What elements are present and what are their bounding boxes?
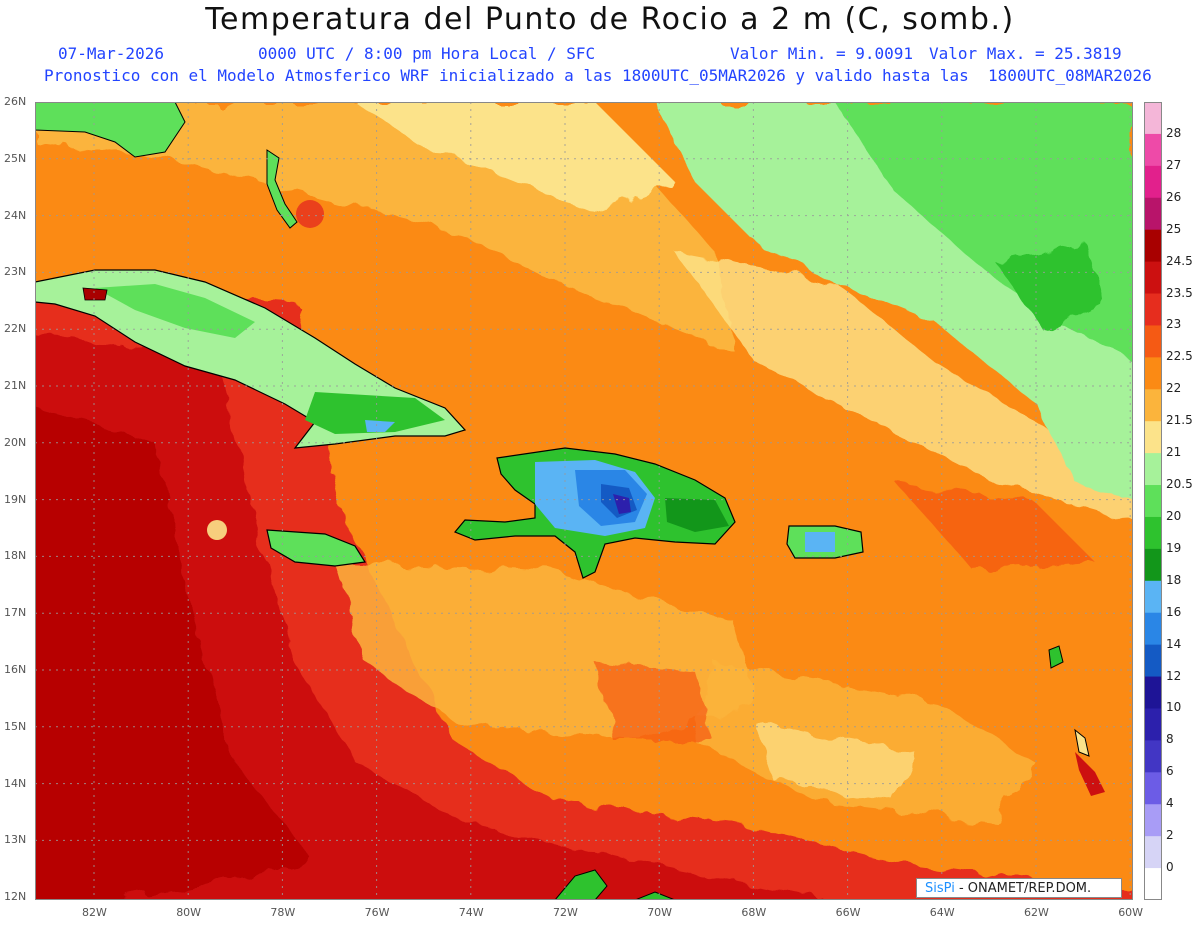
lon-tick-label: 72W [553, 906, 578, 919]
colorbar-tick-label: 8 [1166, 732, 1174, 747]
colorbar-tick-label: 22.5 [1166, 349, 1193, 364]
colorbar-tick-label: 23 [1166, 317, 1182, 332]
colorbar-segment [1144, 261, 1162, 295]
colorbar-tick-label: 12 [1166, 668, 1182, 683]
lat-tick-label: 23N [4, 265, 27, 279]
colorbar-segment [1144, 325, 1162, 358]
lat-tick-label: 19N [4, 492, 27, 506]
colorbar-segment [1144, 772, 1162, 805]
sispi-logo: SisPi [925, 881, 955, 896]
colorbar-tick-label: 28 [1166, 125, 1182, 140]
colorbar-segment [1144, 580, 1162, 614]
lon-tick-label: 80W [176, 906, 202, 919]
colorbar-segment [1144, 293, 1162, 326]
colorbar-border [1144, 102, 1162, 900]
colorbar-segment [1144, 804, 1162, 837]
lon-tick-label: 62W [1024, 906, 1049, 919]
colorbar-segment [1144, 676, 1162, 709]
colorbar-tick-label: 16 [1166, 604, 1182, 619]
lon-tick-label: 66W [835, 906, 861, 919]
colorbar [1144, 102, 1162, 900]
colorbar-segment [1144, 102, 1162, 135]
colorbar-tick-label: 25 [1166, 221, 1182, 236]
colorbar-segment [1144, 644, 1162, 678]
colorbar-segment [1144, 868, 1162, 900]
colorbar-segment [1144, 421, 1162, 454]
colorbar-tick-label: 21.5 [1166, 413, 1193, 428]
colorbar-segment [1144, 708, 1162, 741]
lat-tick-label: 12N [4, 890, 27, 904]
colorbar-tick-label: 20.5 [1166, 477, 1193, 492]
lat-tick-label: 21N [4, 379, 27, 392]
lat-tick-label: 20N [4, 435, 27, 449]
colorbar-tick-label: 4 [1166, 796, 1174, 811]
max-value: Valor Max. = 25.3819 [929, 44, 1122, 63]
colorbar-tick-label: 24.5 [1166, 253, 1193, 268]
colorbar-tick-label: 10 [1166, 700, 1182, 715]
colorbar-tick-label: 0 [1166, 860, 1174, 875]
lat-tick-label: 18N [4, 549, 27, 563]
credit-box: SisPi - ONAMET/REP.DOM. [916, 878, 1122, 898]
colorbar-tick-label: 6 [1166, 764, 1174, 779]
colorbar-tick-label: 26 [1166, 189, 1182, 204]
forecast-time: 0000 UTC / 8:00 pm Hora Local / SFC [258, 44, 596, 63]
colorbar-segment [1144, 133, 1162, 167]
lon-tick-label: 82W [82, 906, 107, 919]
colorbar-segment [1144, 389, 1162, 422]
colorbar-segment [1144, 548, 1162, 582]
colorbar-tick-label: 27 [1166, 157, 1182, 172]
colorbar-tick-label: 18 [1166, 572, 1182, 587]
colorbar-segment [1144, 165, 1162, 199]
lat-tick-label: 16N [4, 663, 27, 676]
min-value: Valor Min. = 9.0091 [730, 44, 914, 63]
lat-tick-label: 14N [4, 776, 27, 790]
colorbar-segment [1144, 229, 1162, 263]
colorbar-segment [1144, 485, 1162, 518]
lon-tick-label: 70W [647, 906, 673, 919]
lat-tick-label: 24N [4, 208, 27, 222]
model-info: Pronostico con el Modelo Atmosferico WRF… [44, 66, 1152, 85]
colorbar-tick-label: 22 [1166, 381, 1182, 396]
lat-tick-label: 13N [4, 833, 27, 847]
lon-tick-label: 76W [364, 906, 390, 919]
colorbar-tick-label: 20 [1166, 508, 1182, 523]
colorbar-tick-label: 2 [1166, 828, 1174, 843]
lat-tick-label: 22N [4, 322, 27, 336]
lat-tick-label: 25N [4, 151, 27, 165]
colorbar-tick-label: 21 [1166, 445, 1182, 460]
colorbar-tick-label: 14 [1166, 636, 1182, 651]
lat-tick-label: 15N [4, 719, 27, 733]
colorbar-segment [1144, 516, 1162, 550]
colorbar-segment [1144, 197, 1162, 231]
forecast-date: 07-Mar-2026 [58, 44, 164, 63]
colorbar-segment [1144, 740, 1162, 773]
lon-tick-label: 64W [929, 906, 955, 919]
colorbar-segment [1144, 612, 1162, 646]
lon-tick-label: 60W [1118, 906, 1144, 919]
lat-tick-label: 17N [4, 606, 27, 620]
credit-text: - ONAMET/REP.DOM. [954, 881, 1092, 896]
colorbar-segment [1144, 836, 1162, 869]
colorbar-segment [1144, 357, 1162, 390]
colorbar-segment [1144, 453, 1162, 486]
lat-tick-label: 26N [4, 95, 27, 108]
colorbar-tick-label: 19 [1166, 540, 1182, 555]
map-title: Temperatura del Punto de Rocio a 2 m (C,… [205, 2, 1015, 37]
colorbar-tick-label: 23.5 [1166, 285, 1193, 300]
lon-tick-label: 74W [458, 906, 484, 919]
lon-tick-label: 78W [270, 906, 296, 919]
lon-tick-label: 68W [741, 906, 767, 919]
dewpoint-map [35, 102, 1133, 900]
